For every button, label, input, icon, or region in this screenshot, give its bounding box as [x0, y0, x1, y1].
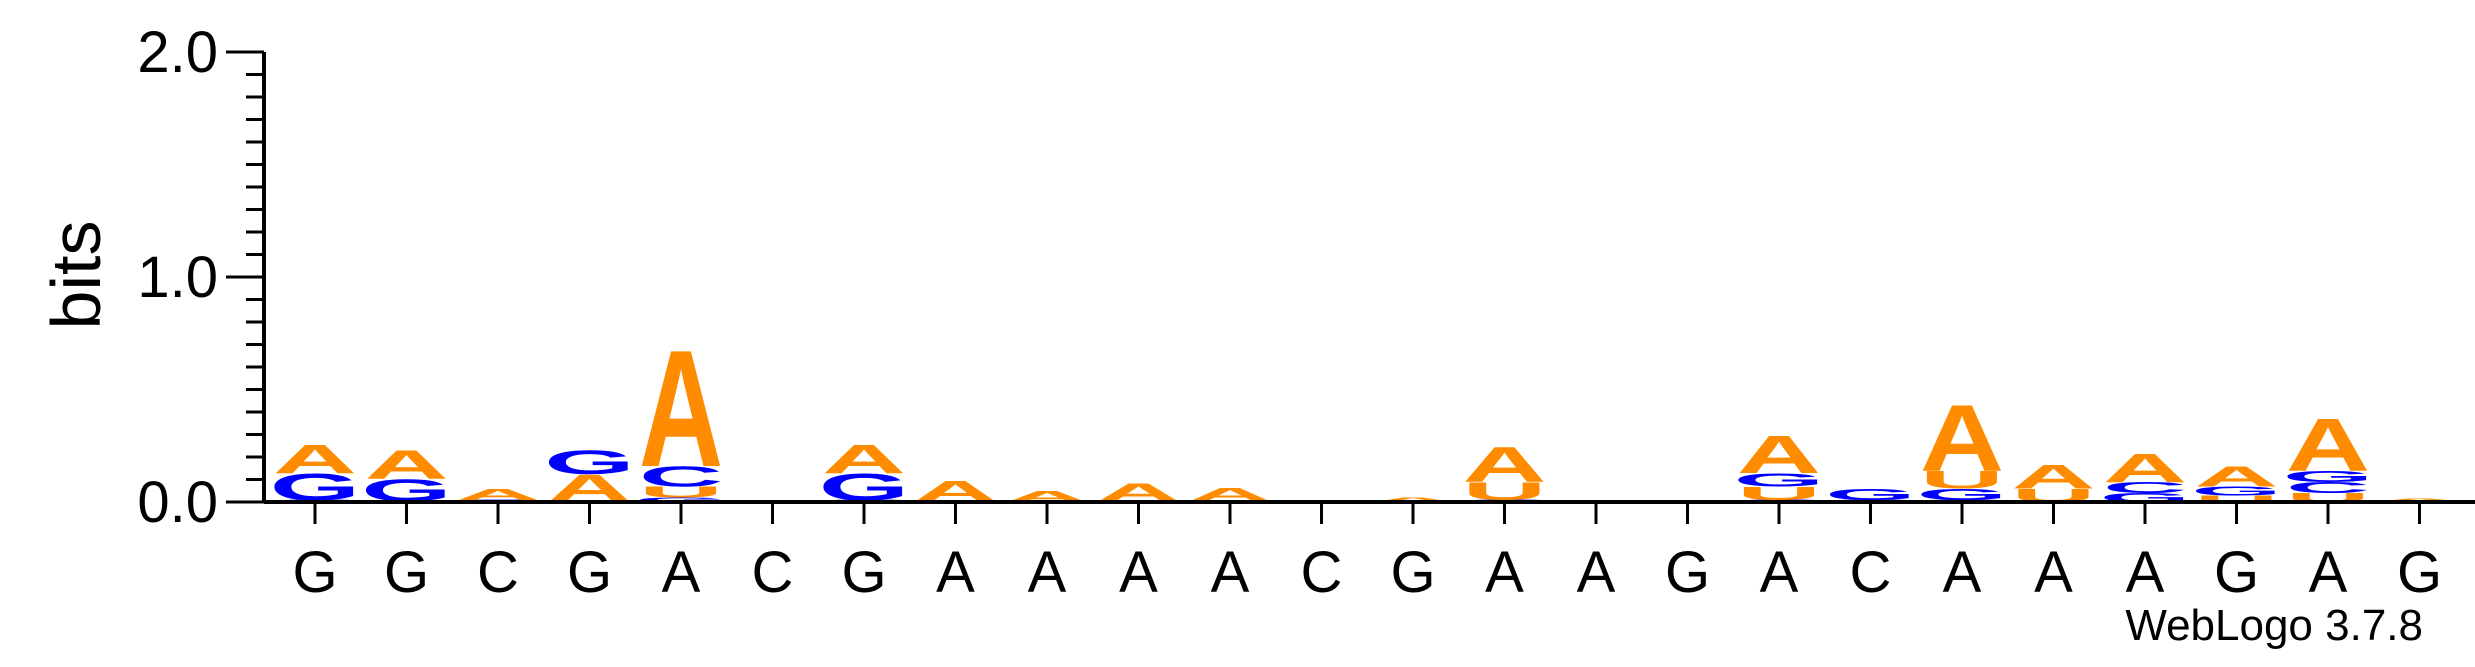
logo-letter-a: A	[2011, 458, 2095, 497]
logo-stacks: CGACGACACAGGUCACGACAACACACACUACUGACGCGUA…	[270, 317, 2462, 510]
logo-letter-g: G	[1917, 486, 2008, 504]
position-label: G	[841, 540, 886, 605]
logo-letter-a: A	[2194, 461, 2278, 493]
logo-letter-a: A	[273, 436, 357, 482]
position-label: G	[2397, 540, 2442, 605]
logo-letter-u: U	[2194, 493, 2278, 504]
logo-letter-g: G	[2191, 484, 2282, 498]
position-label: G	[384, 540, 429, 605]
position-label: G	[1665, 540, 1710, 605]
logo-letter-a: A	[2103, 445, 2187, 491]
y-tick-label: 2.0	[137, 20, 218, 85]
position-label: G	[1390, 540, 1435, 605]
logo-letter-u: U	[1737, 483, 1821, 504]
position-label: C	[477, 540, 519, 605]
logo-letter-a: A	[1188, 484, 1272, 505]
weblogo-credit: WebLogo 3.7.8	[2125, 601, 2423, 650]
y-axis: 0.0 1.0 2.0	[137, 20, 266, 535]
logo-stack: CGA	[361, 441, 452, 507]
position-label: C	[1850, 540, 1892, 605]
logo-stack: UA	[2011, 458, 2095, 506]
logo-letter-a: A	[2377, 498, 2461, 502]
logo-stack: UGA	[2191, 461, 2282, 504]
logo-letter-g: G	[636, 496, 727, 503]
position-label: A	[662, 540, 701, 605]
y-tick-label: 0.0	[137, 470, 218, 535]
position-label: G	[567, 540, 612, 605]
position-label: C	[1301, 540, 1343, 605]
logo-letter-g: G	[1825, 486, 1916, 504]
logo-letter-c: C	[639, 461, 723, 493]
logo-letter-a: A	[1920, 386, 2004, 491]
logo-letter-c: C	[2103, 479, 2187, 497]
position-label: A	[2309, 540, 2348, 605]
logo-stack: GCA	[2100, 445, 2191, 505]
logo-letter-u: U	[639, 483, 723, 501]
logo-stack: CGUA	[1917, 386, 2008, 503]
logo-stack: CUGA	[1734, 425, 1825, 504]
logo-letter-g: G	[2283, 468, 2374, 486]
position-label: A	[1943, 540, 1982, 605]
logo-stack: CGA	[270, 436, 361, 508]
logo-letter-a: A	[456, 486, 540, 504]
logo-stack: A	[1371, 496, 1455, 503]
position-label: C	[752, 540, 794, 605]
position-label: A	[936, 540, 975, 605]
logo-letter-a: A	[2286, 402, 2370, 486]
position-label: A	[1485, 540, 1524, 605]
y-tick-label: 1.0	[137, 245, 218, 310]
position-label: G	[2214, 540, 2259, 605]
position-label: A	[2034, 540, 2073, 605]
logo-stack: CGA	[819, 436, 910, 508]
position-label: A	[1028, 540, 1067, 605]
position-label: A	[1211, 540, 1250, 605]
logo-stack: CUA	[1462, 437, 1546, 505]
logo-letter-u: U	[1920, 466, 2004, 494]
logo-letter-a: A	[639, 317, 723, 502]
logo-letter-a: A	[1371, 496, 1455, 503]
logo-letter-g: G	[544, 443, 635, 482]
logo-letter-a: A	[1462, 437, 1546, 493]
position-label: A	[2126, 540, 2165, 605]
position-label: A	[1577, 540, 1616, 605]
logo-letter-g: G	[1734, 469, 1825, 490]
position-label: A	[1119, 540, 1158, 605]
logo-stack: CAG	[544, 443, 635, 509]
position-label: G	[292, 540, 337, 605]
position-label: A	[1760, 540, 1799, 605]
logo-letter-c: C	[2286, 479, 2370, 497]
logo-letter-a: A	[1737, 425, 1821, 484]
logo-letter-a: A	[364, 441, 448, 487]
y-axis-title: bits	[37, 221, 115, 330]
logo-letter-a: A	[822, 436, 906, 482]
